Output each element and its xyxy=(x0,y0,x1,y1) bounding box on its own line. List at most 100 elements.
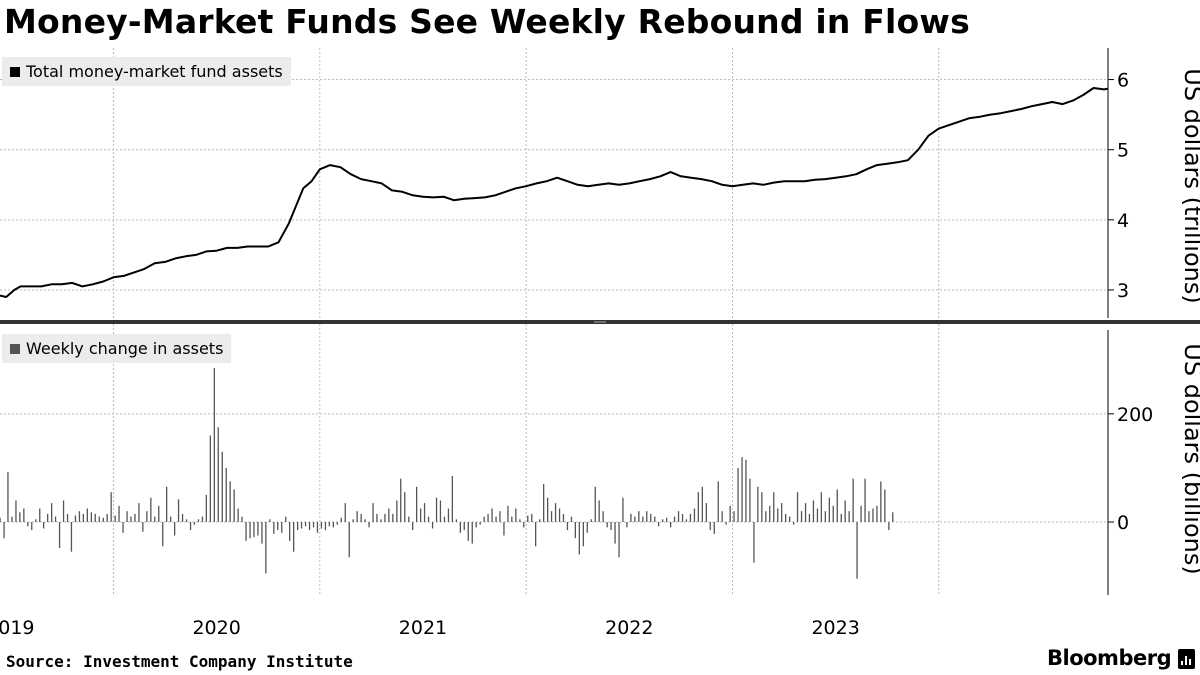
bar-195 xyxy=(773,492,775,522)
legend-swatch-bar xyxy=(10,343,20,354)
ytick-label-bottom-0: 0 xyxy=(1117,512,1129,534)
bar-189 xyxy=(749,478,751,522)
bar-165 xyxy=(654,516,656,522)
bar-62 xyxy=(245,522,247,541)
bar-183 xyxy=(725,522,727,525)
bar-13 xyxy=(51,503,53,522)
bar-171 xyxy=(677,511,680,522)
bar-117 xyxy=(463,522,465,531)
bar-107 xyxy=(423,503,426,522)
bar-187 xyxy=(741,457,743,522)
bar-126 xyxy=(499,511,501,522)
bar-194 xyxy=(769,505,771,522)
bar-118 xyxy=(467,522,469,541)
bar-26 xyxy=(102,517,104,522)
bar-73 xyxy=(289,522,291,541)
bar-215 xyxy=(852,478,854,522)
bar-95 xyxy=(376,513,378,522)
bar-79 xyxy=(312,522,315,528)
bar-14 xyxy=(54,516,57,522)
bar-6 xyxy=(23,508,25,522)
bar-37 xyxy=(146,511,148,522)
bar-75 xyxy=(297,522,299,531)
bar-78 xyxy=(308,522,311,531)
bar-140 xyxy=(554,503,557,522)
bar-4 xyxy=(15,500,17,522)
bar-93 xyxy=(368,522,370,528)
bar-163 xyxy=(646,511,648,522)
bar-59 xyxy=(233,489,235,522)
bar-151 xyxy=(598,500,600,522)
bar-124 xyxy=(491,508,493,522)
bar-23 xyxy=(90,512,92,522)
top-gridlines xyxy=(0,79,1108,291)
bar-15 xyxy=(58,522,61,548)
bar-188 xyxy=(745,459,747,522)
bar-158 xyxy=(626,522,628,528)
xtick-label-2020: 2020 xyxy=(192,617,240,639)
legend-bottom: Weekly change in assets xyxy=(2,334,232,363)
chart-title: Money-Market Funds See Weekly Rebound in… xyxy=(4,2,970,41)
bar-173 xyxy=(685,519,688,522)
bar-72 xyxy=(285,516,287,522)
ytick-label-bottom-200: 200 xyxy=(1117,404,1153,426)
bar-103 xyxy=(408,516,410,522)
bar-161 xyxy=(638,511,640,522)
bar-110 xyxy=(435,497,438,522)
bar-77 xyxy=(304,522,307,527)
bar-69 xyxy=(273,522,275,534)
bar-221 xyxy=(876,505,878,522)
y-axis-label-trillions: US dollars (trillions) xyxy=(1179,68,1200,304)
bar-68 xyxy=(269,519,271,522)
legend-top: Total money-market fund assets xyxy=(2,57,291,86)
bar-5 xyxy=(19,512,21,522)
bar-207 xyxy=(820,492,822,522)
bar-71 xyxy=(281,522,283,533)
xtick-label-2019: 2019 xyxy=(0,617,34,639)
bar-85 xyxy=(336,522,338,525)
bar-174 xyxy=(689,513,692,522)
bar-29 xyxy=(114,515,116,522)
panel-divider xyxy=(0,320,1200,324)
bar-156 xyxy=(618,522,620,558)
bar-123 xyxy=(487,513,489,522)
bar-217 xyxy=(860,505,862,522)
bar-142 xyxy=(562,513,565,522)
bar-2 xyxy=(7,472,9,522)
bar-96 xyxy=(380,519,382,522)
bar-89 xyxy=(352,519,354,522)
bar-149 xyxy=(590,519,592,522)
bar-112 xyxy=(443,516,446,522)
bar-109 xyxy=(431,522,434,529)
bar-52 xyxy=(205,494,207,522)
bar-178 xyxy=(705,503,707,522)
bar-19 xyxy=(74,515,77,522)
bar-145 xyxy=(574,522,576,539)
bar-70 xyxy=(277,522,279,531)
bar-119 xyxy=(471,522,473,544)
bar-84 xyxy=(332,522,334,528)
bar-164 xyxy=(650,513,652,522)
bar-147 xyxy=(582,522,584,547)
bar-154 xyxy=(610,522,612,531)
bar-94 xyxy=(372,503,374,522)
bar-139 xyxy=(550,511,553,522)
bar-16 xyxy=(62,500,65,522)
bar-76 xyxy=(300,522,303,529)
bar-157 xyxy=(622,497,624,522)
bar-193 xyxy=(765,511,767,522)
bar-66 xyxy=(261,522,263,544)
bar-130 xyxy=(515,508,517,522)
bar-129 xyxy=(511,516,513,522)
bar-132 xyxy=(523,522,525,528)
bar-98 xyxy=(388,508,390,522)
bar-8 xyxy=(31,522,33,531)
bloomberg-logo-text: Bloomberg xyxy=(1047,646,1172,670)
bar-199 xyxy=(789,516,791,522)
bar-181 xyxy=(717,481,719,522)
bar-115 xyxy=(455,519,457,522)
bar-113 xyxy=(447,508,450,522)
bar-213 xyxy=(844,500,846,522)
bar-27 xyxy=(106,513,108,522)
total-assets-line xyxy=(0,87,1109,298)
